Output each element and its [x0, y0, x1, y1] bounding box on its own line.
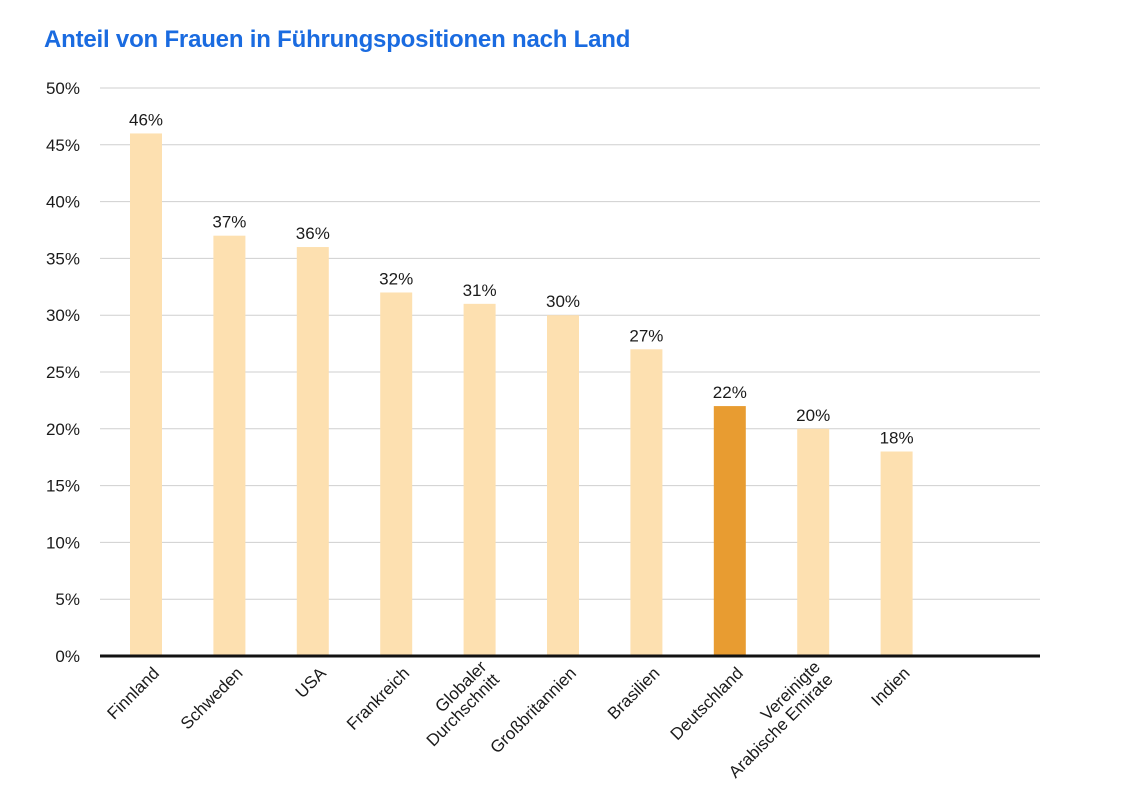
- value-label: 20%: [796, 406, 830, 425]
- bar: [630, 349, 663, 656]
- bar: [463, 303, 496, 656]
- x-tick-label: Brasilien: [604, 664, 664, 724]
- x-tick-label: Großbritannien: [486, 664, 580, 758]
- x-tick-label-line: Deutschland: [667, 664, 747, 744]
- y-tick-label: 5%: [55, 590, 80, 609]
- bar: [213, 235, 246, 656]
- y-tick-label: 15%: [46, 477, 80, 496]
- x-tick-label: GlobalerDurchschnitt: [410, 657, 503, 750]
- value-label: 27%: [629, 326, 663, 345]
- y-tick-label: 35%: [46, 249, 80, 268]
- y-axis-tick-labels: 0% 5% 10% 15% 20% 25% 30% 35% 40% 45% 50%: [46, 79, 80, 666]
- bar: [797, 428, 830, 656]
- value-label: 31%: [463, 281, 497, 300]
- value-label: 32%: [379, 269, 413, 288]
- x-tick-label: Finnland: [104, 664, 164, 724]
- x-axis-tick-labels: Finnland Schweden USA Frankreich GlobalerDur…: [104, 657, 914, 782]
- x-tick-label-line: Brasilien: [604, 664, 664, 724]
- y-tick-label: 50%: [46, 79, 80, 98]
- bar: [130, 133, 162, 656]
- x-tick-label-line: Schweden: [177, 664, 247, 734]
- x-tick-label: Schweden: [177, 664, 247, 734]
- y-tick-label: 45%: [46, 136, 80, 155]
- value-label: 36%: [296, 224, 330, 243]
- x-tick-label: Indien: [867, 664, 913, 710]
- chart-title: Anteil von Frauen in Führungspositionen …: [44, 26, 631, 53]
- x-tick-label: USA: [292, 663, 331, 702]
- x-tick-label-line: Finnland: [104, 664, 164, 724]
- x-tick-label-line: Großbritannien: [486, 664, 580, 758]
- value-label: 46%: [129, 110, 163, 129]
- y-tick-label: 25%: [46, 363, 80, 382]
- bar: [380, 292, 413, 656]
- value-label: 22%: [713, 383, 747, 402]
- bar: [713, 406, 746, 656]
- y-tick-label: 0%: [55, 647, 80, 666]
- y-tick-label: 40%: [46, 193, 80, 212]
- value-label: 30%: [546, 292, 580, 311]
- y-tick-label: 10%: [46, 533, 80, 552]
- bars: [130, 133, 913, 657]
- value-labels: 46% 37% 36% 32% 31% 30% 27% 22% 20% 18%: [129, 110, 914, 447]
- y-tick-label: 30%: [46, 306, 80, 325]
- bar: [547, 315, 579, 656]
- value-label: 18%: [880, 429, 914, 448]
- x-tick-label-line: Indien: [867, 664, 913, 710]
- value-label: 37%: [212, 213, 246, 232]
- y-tick-label: 20%: [46, 420, 80, 439]
- x-tick-label-line: USA: [292, 663, 331, 702]
- x-tick-label: Frankreich: [343, 664, 413, 734]
- bar: [880, 451, 913, 656]
- bar: [296, 247, 329, 657]
- x-tick-label-line: Frankreich: [343, 664, 413, 734]
- x-tick-label: Deutschland: [667, 664, 747, 744]
